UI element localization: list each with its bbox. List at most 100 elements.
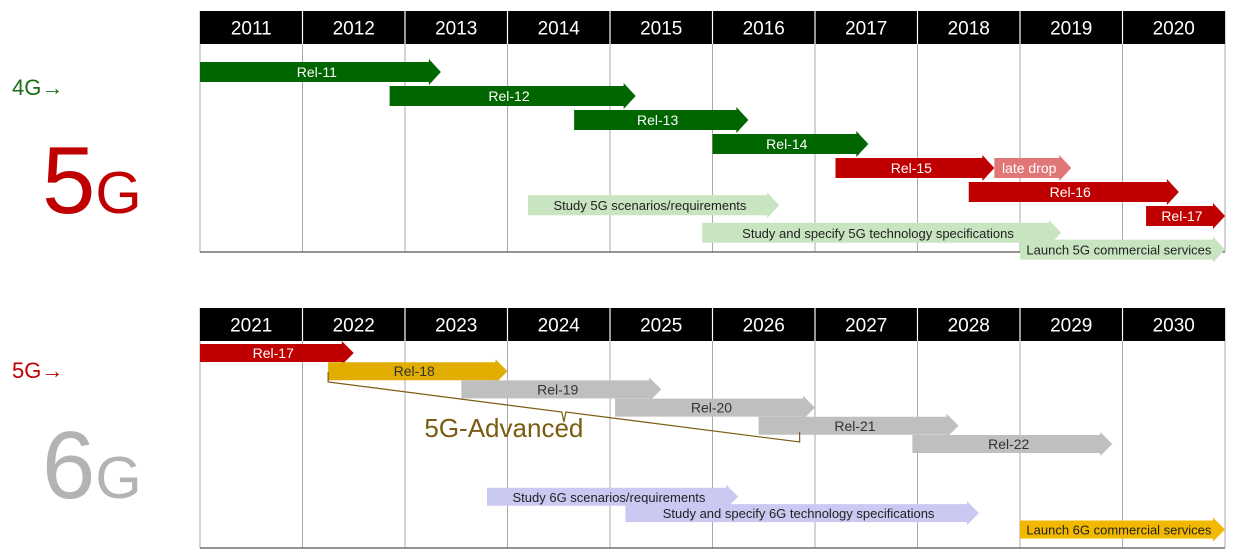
- year-label: 2030: [1153, 316, 1195, 337]
- release-bar: Study and specify 6G technology specific…: [625, 501, 979, 526]
- release-bar-shape: [615, 395, 815, 420]
- release-bar-shape: [702, 219, 1061, 246]
- release-bar: late drop: [994, 155, 1072, 181]
- year-label: 2026: [743, 316, 785, 337]
- release-bar-label: Rel-16: [1050, 184, 1091, 200]
- year-header-cell: [405, 308, 508, 341]
- bracket-label: 5G-Advanced: [424, 413, 583, 443]
- release-bar-shape: [625, 501, 979, 526]
- release-bar: Rel-17: [200, 341, 354, 365]
- release-bar-shape: [912, 432, 1113, 456]
- year-header-cell: [917, 11, 1020, 44]
- release-bar-shape: [1020, 517, 1225, 542]
- year-label: 2021: [230, 316, 272, 337]
- release-bar: Rel-16: [968, 179, 1179, 205]
- release-bar-shape: [835, 155, 995, 181]
- year-label: 2017: [845, 19, 887, 40]
- release-bar-label: Rel-17: [253, 345, 294, 361]
- top_panel-panel: 2011 2012 2013 2014 2015 2016 2017 2018 2019 2020…: [12, 11, 1226, 263]
- release-bar-shape: [200, 341, 354, 365]
- release-bar: Launch 5G commercial services: [1020, 236, 1225, 263]
- release-bar-shape: [461, 377, 662, 402]
- year-header-cell: [302, 11, 405, 44]
- release-bar: Rel-19: [461, 377, 662, 402]
- release-bar: Rel-11: [200, 59, 441, 85]
- year-header-cell: [405, 11, 508, 44]
- generation-letter: G: [95, 444, 141, 511]
- release-bar: Launch 6G commercial services: [1020, 517, 1225, 542]
- advanced-bracket: 5G-Advanced: [327, 372, 801, 443]
- year-header-cell: [1020, 308, 1123, 341]
- generation-letter: G: [95, 159, 141, 226]
- year-header-cell: [815, 308, 918, 341]
- release-bar-label: Rel-11: [297, 64, 337, 80]
- year-label: 2024: [538, 316, 581, 337]
- year-header-cell: [507, 11, 610, 44]
- release-bar-label: Rel-19: [537, 381, 578, 397]
- year-label: 2013: [435, 19, 477, 40]
- year-label: 2022: [333, 316, 375, 337]
- year-label: 2023: [435, 316, 477, 337]
- predecessor-label: 4G→: [12, 75, 63, 100]
- release-bar-label: Rel-21: [834, 418, 875, 434]
- year-label: 2029: [1050, 316, 1092, 337]
- generation-digit: 5: [42, 127, 95, 234]
- year-label: 2028: [948, 316, 990, 337]
- year-label: 2012: [333, 19, 375, 40]
- release-bar-label: Study 6G scenarios/requirements: [512, 490, 705, 505]
- release-bar-shape: [994, 155, 1072, 181]
- release-bar-shape: [328, 359, 508, 384]
- release-bar-label: Study and specify 5G technology specific…: [742, 226, 1014, 241]
- year-header-cell: [302, 308, 405, 341]
- generation-label: 5G: [42, 127, 142, 234]
- release-bar-label: Launch 6G commercial services: [1026, 523, 1211, 538]
- release-bar: Rel-12: [389, 83, 636, 109]
- release-bar-label: Rel-13: [637, 112, 678, 128]
- release-bar-shape: [574, 107, 749, 133]
- year-label: 2018: [948, 19, 990, 40]
- release-bar-label: Rel-18: [394, 363, 435, 379]
- year-label: 2011: [231, 19, 272, 40]
- release-bar-label: Launch 5G commercial services: [1026, 243, 1211, 258]
- generation-digit: 6: [42, 412, 95, 519]
- year-label: 2015: [640, 19, 682, 40]
- release-bar-shape: [1146, 203, 1225, 229]
- year-header-cell: [712, 11, 815, 44]
- release-bar-shape: [389, 83, 636, 109]
- year-header-cell: [712, 308, 815, 341]
- release-bar-label: Study and specify 6G technology specific…: [663, 506, 935, 521]
- year-header-cell: [815, 11, 918, 44]
- release-bar: Study 6G scenarios/requirements: [487, 484, 739, 509]
- bottom_panel-panel: 2021 2022 2023 2024 2025 2026 2027 2028 2029 2030…: [12, 308, 1226, 549]
- year-header-cell: [1020, 11, 1123, 44]
- generation-label: 6G: [42, 412, 142, 519]
- release-bar-shape: [758, 413, 959, 438]
- year-label: 2027: [845, 316, 887, 337]
- year-header-cell: [1122, 308, 1225, 341]
- release-bar-label: Rel-22: [988, 436, 1029, 452]
- year-header-cell: [200, 11, 303, 44]
- release-bar-label: Rel-12: [488, 88, 529, 104]
- year-label: 2014: [538, 19, 581, 40]
- release-bar-shape: [712, 131, 869, 157]
- bracket-line: [327, 372, 801, 443]
- year-header-cell: [610, 11, 713, 44]
- release-bar: Rel-20: [615, 395, 815, 420]
- year-label: 2020: [1153, 19, 1195, 40]
- release-bar-shape: [1020, 236, 1225, 263]
- year-header-cell: [507, 308, 610, 341]
- year-label: 2025: [640, 316, 682, 337]
- release-bar: Study and specify 5G technology specific…: [702, 219, 1061, 246]
- release-bar-shape: [200, 59, 441, 85]
- release-bar-label: Rel-17: [1161, 208, 1202, 224]
- release-bar: Rel-13: [574, 107, 749, 133]
- release-bar-label: Study 5G scenarios/requirements: [553, 198, 746, 213]
- release-bar-shape: [968, 179, 1179, 205]
- release-bar: Rel-21: [758, 413, 959, 438]
- release-bar-label: late drop: [1002, 160, 1057, 176]
- year-header-cell: [610, 308, 713, 341]
- year-header-cell: [1122, 11, 1225, 44]
- release-bar-shape: [487, 484, 739, 509]
- predecessor-label: 5G→: [12, 358, 63, 383]
